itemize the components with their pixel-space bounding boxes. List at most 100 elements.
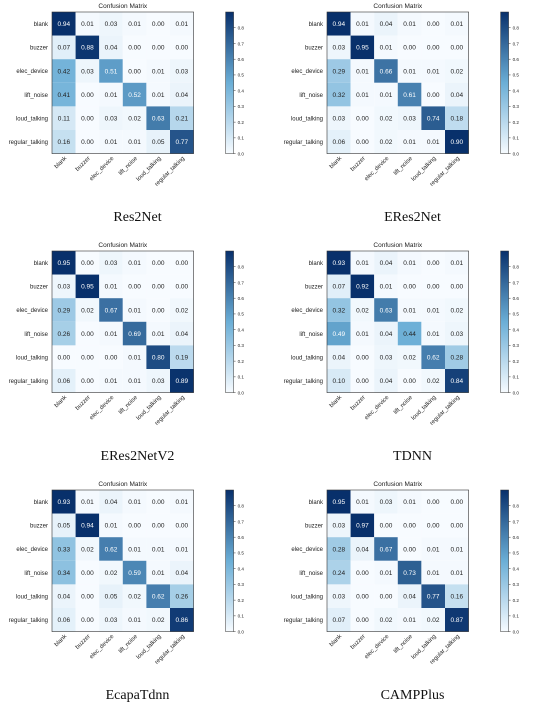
heatmap-cell xyxy=(350,298,375,322)
colorbar-tick-label: 0.0 xyxy=(238,629,245,634)
heatmap-cell xyxy=(327,274,351,299)
heatmap-cell xyxy=(445,82,469,107)
cell-value-label: 0.21 xyxy=(175,116,188,123)
heatmap-cell xyxy=(421,490,445,514)
cell-value-label: 0.16 xyxy=(450,594,463,601)
cell-value-label: 0.02 xyxy=(356,307,369,314)
row-tick-label: elec_device xyxy=(291,69,323,75)
cell-value-label: 0.00 xyxy=(356,594,369,601)
colorbar-tick-label: 0.1 xyxy=(238,136,245,141)
colorbar-tick-label: 0.7 xyxy=(513,280,520,285)
heatmap-cell xyxy=(146,321,170,346)
heatmap-cell xyxy=(327,608,351,632)
heatmap-cell xyxy=(52,274,76,299)
colorbar-tick-label: 0.6 xyxy=(513,57,520,62)
cell-value-label: 0.66 xyxy=(380,68,393,75)
row-tick-label: buzzer xyxy=(30,285,48,291)
colorbar xyxy=(225,250,234,393)
heatmap-cell xyxy=(75,59,100,83)
heatmap-cell xyxy=(122,35,147,60)
heatmap-cell xyxy=(374,35,398,60)
cell-value-label: 0.01 xyxy=(356,21,369,28)
heatmap-cell xyxy=(146,82,170,107)
heatmap-cell xyxy=(99,560,123,585)
model-caption: ERes2NetV2 xyxy=(100,449,175,464)
confusion-matrix-panel: Confusion Matrix 0.95 0.01 0.03 0.01 0.00 0.00… xyxy=(275,478,550,717)
colorbar-tick-label: 0.6 xyxy=(238,535,245,540)
heatmap-cell xyxy=(170,298,194,322)
colorbar-tick-label: 0.8 xyxy=(513,26,520,31)
cell-value-label: 0.04 xyxy=(356,546,369,553)
heatmap-cell xyxy=(421,560,445,585)
heatmap-cell xyxy=(421,130,445,154)
heatmap-cell xyxy=(99,608,123,632)
cell-value-label: 0.01 xyxy=(403,260,416,267)
chart-title: Confusion Matrix xyxy=(373,481,423,488)
row-tick-label: loud_talking xyxy=(16,594,48,600)
cell-value-label: 0.00 xyxy=(427,260,440,267)
heatmap-cell xyxy=(99,584,123,608)
cell-value-label: 0.00 xyxy=(403,546,416,553)
cell-value-label: 0.01 xyxy=(380,45,393,52)
cell-value-label: 0.01 xyxy=(427,68,440,75)
cell-value-label: 0.00 xyxy=(450,45,463,52)
cell-value-label: 0.52 xyxy=(128,92,141,99)
heatmap-cell xyxy=(397,560,422,585)
colorbar-tick-label: 0.2 xyxy=(513,359,520,364)
cell-value-label: 0.01 xyxy=(427,331,440,338)
heatmap-cell xyxy=(170,106,194,130)
confusion-matrix-panel: Confusion Matrix 0.93 0.01 0.04 0.01 0.00 0.01… xyxy=(0,478,275,717)
cell-value-label: 0.00 xyxy=(450,284,463,291)
heatmap-cell xyxy=(170,12,194,36)
cell-value-label: 0.74 xyxy=(427,116,440,123)
cell-value-label: 0.00 xyxy=(356,116,369,123)
heatmap-cell xyxy=(99,274,123,299)
model-caption: TDNN xyxy=(393,449,432,464)
cell-value-label: 0.00 xyxy=(152,284,165,291)
heatmap-cell xyxy=(99,106,123,130)
cell-value-label: 0.01 xyxy=(450,260,463,267)
heatmap-cell xyxy=(122,106,147,130)
cell-value-label: 0.02 xyxy=(81,307,94,314)
cell-value-label: 0.62 xyxy=(152,594,165,601)
heatmap-cell xyxy=(374,490,398,514)
cell-value-label: 0.00 xyxy=(81,570,94,577)
heatmap-cell xyxy=(397,12,422,36)
cell-value-label: 0.97 xyxy=(356,523,369,530)
heatmap-cell xyxy=(445,560,469,585)
cell-value-label: 0.04 xyxy=(380,260,393,267)
colorbar xyxy=(225,11,234,154)
model-caption: Res2Net xyxy=(113,210,162,225)
heatmap-cell xyxy=(146,513,170,538)
heatmap-cell xyxy=(170,251,194,275)
heatmap-cell xyxy=(75,274,100,299)
cell-value-label: 0.01 xyxy=(175,546,188,553)
cell-value-label: 0.06 xyxy=(332,139,345,146)
cell-value-label: 0.04 xyxy=(175,92,188,99)
colorbar-tick-label: 0.4 xyxy=(238,327,245,332)
heatmap-cell xyxy=(397,345,422,369)
heatmap-cell xyxy=(52,369,76,393)
heatmap-cell xyxy=(146,12,170,36)
confusion-matrix-panel: Confusion Matrix 0.93 0.01 0.04 0.01 0.00 0.01… xyxy=(275,239,550,478)
heatmap-cell xyxy=(327,12,351,36)
cell-value-label: 0.03 xyxy=(332,116,345,123)
cell-value-label: 0.95 xyxy=(332,499,345,506)
heatmap-cell xyxy=(327,321,351,346)
column-tick-label: lift_noise xyxy=(118,633,139,654)
colorbar-tick-label: 0.7 xyxy=(238,41,245,46)
cell-value-label: 0.95 xyxy=(356,45,369,52)
cell-value-label: 0.51 xyxy=(105,68,118,75)
heatmap-cell xyxy=(350,274,375,299)
cell-value-label: 0.61 xyxy=(403,92,416,99)
heatmap-cell xyxy=(146,345,170,369)
heatmap-cell xyxy=(327,537,351,561)
row-tick-label: lift_noise xyxy=(24,93,48,99)
heatmap-cell xyxy=(52,537,76,561)
cell-value-label: 0.07 xyxy=(332,617,345,624)
heatmap-cell xyxy=(374,345,398,369)
column-tick-label: blank xyxy=(329,633,344,648)
cell-value-label: 0.00 xyxy=(380,523,393,530)
